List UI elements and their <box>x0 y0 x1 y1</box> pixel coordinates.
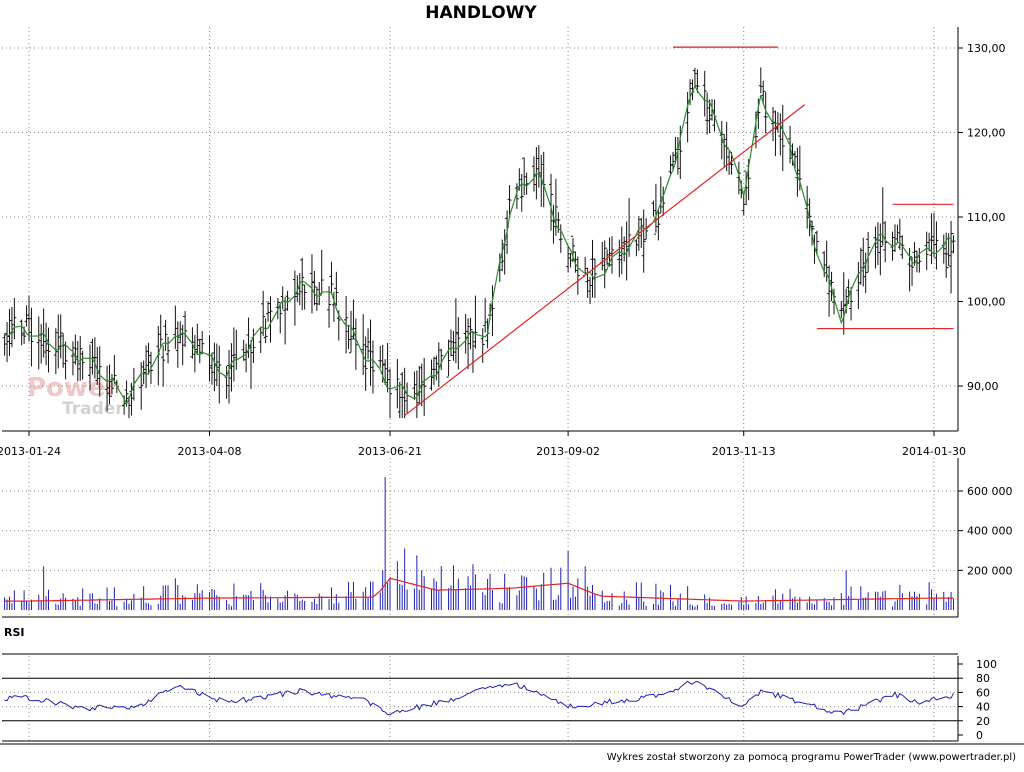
rsi-tick-label-2: 40 <box>976 701 990 714</box>
chart-title: HANDLOWY <box>425 3 537 23</box>
rsi-tick-label-0: 0 <box>976 729 983 742</box>
price-tick-label-4: 130,00 <box>967 42 1006 55</box>
credit-text: Wykres został stworzony za pomocą progra… <box>607 752 1016 763</box>
date-tick-label-1: 2013-04-08 <box>178 445 242 458</box>
price-series <box>2 46 956 419</box>
volume-tick-label-2: 600 000 <box>967 485 1013 498</box>
volume-moving-average <box>4 577 954 602</box>
rsi-panel-label: RSI <box>4 626 25 639</box>
price-tick-label-0: 90,00 <box>967 380 999 393</box>
rsi-series <box>2 677 958 722</box>
date-tick-label-0: 2013-01-24 <box>0 445 61 458</box>
text-layer: 90,00 100,00 110,00 120,00 130,00 2013-01-24 2… <box>0 42 1013 742</box>
volume-tick-label-0: 200 000 <box>967 564 1013 577</box>
date-tick-label-3: 2013-09-02 <box>536 445 600 458</box>
rsi-tick-label-4: 80 <box>976 672 990 685</box>
rsi-tick-label-3: 60 <box>976 686 990 699</box>
price-tick-label-1: 100,00 <box>967 296 1006 309</box>
panel-frames <box>0 27 1024 745</box>
date-tick-label-2: 2013-06-21 <box>358 445 422 458</box>
rsi-tick-label-1: 20 <box>976 715 990 728</box>
volume-tick-label-1: 400 000 <box>967 525 1013 538</box>
price-tick-label-3: 120,00 <box>967 127 1006 140</box>
date-tick-label-5: 2014-01-30 <box>902 445 966 458</box>
price-moving-average <box>4 84 955 406</box>
trendline-0 <box>404 104 806 417</box>
watermark-trader: Trader <box>62 399 124 419</box>
volume-series <box>4 477 955 610</box>
price-tick-label-2: 110,00 <box>967 211 1006 224</box>
rsi-line <box>4 680 954 716</box>
date-tick-label-4: 2013-11-13 <box>712 445 776 458</box>
rsi-tick-label-5: 100 <box>976 658 997 671</box>
